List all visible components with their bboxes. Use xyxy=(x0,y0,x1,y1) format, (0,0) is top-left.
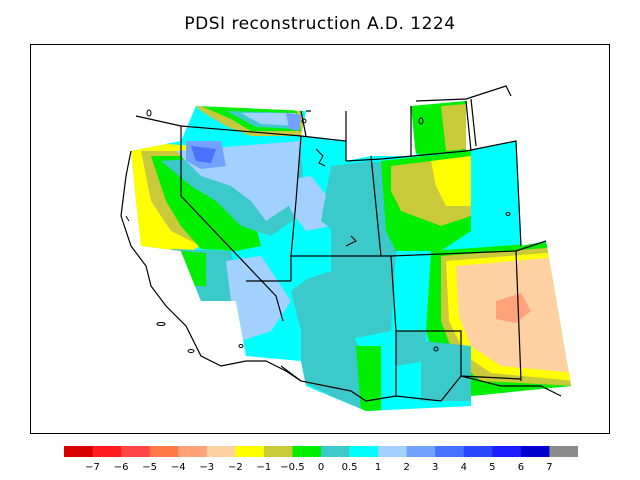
legend-swatch xyxy=(206,446,236,457)
legend-swatch xyxy=(178,446,208,457)
legend-tick-label: 3 xyxy=(432,462,438,473)
legend-swatch xyxy=(263,446,293,457)
legend-swatch xyxy=(492,446,522,457)
legend-swatch xyxy=(292,446,322,457)
legend-swatch xyxy=(92,446,122,457)
legend-tick-label: −5 xyxy=(142,462,157,473)
color-legend: −7 −6 −5 −4 −3 −2 −1 −0.5 0 0.5 1 2 3 4 5 6 7 xyxy=(64,446,578,478)
boundary-lines xyxy=(120,85,562,402)
legend-swatch xyxy=(549,446,578,457)
legend-swatch xyxy=(64,446,94,457)
legend-swatch xyxy=(378,446,408,457)
legend-swatch xyxy=(406,446,436,457)
map-panel xyxy=(30,44,610,434)
legend-tick-label: −6 xyxy=(114,462,129,473)
pdsi-map xyxy=(120,85,571,411)
legend-swatch xyxy=(435,446,465,457)
legend-swatch xyxy=(321,446,351,457)
legend-swatch xyxy=(463,446,493,457)
legend-tick-label: −7 xyxy=(85,462,100,473)
legend-swatch xyxy=(235,446,265,457)
lakes-islands xyxy=(125,109,511,353)
legend-tick-label: −0.5 xyxy=(280,462,304,473)
legend-tick-label: 5 xyxy=(489,462,495,473)
legend-svg: −7 −6 −5 −4 −3 −2 −1 −0.5 0 0.5 1 2 3 4 5 6 7 xyxy=(64,446,578,473)
legend-tick-label: 4 xyxy=(461,462,467,473)
legend-tick-label: 6 xyxy=(518,462,524,473)
legend-tick-label: −3 xyxy=(199,462,214,473)
legend-tick-label: −2 xyxy=(228,462,243,473)
legend-swatch xyxy=(121,446,151,457)
legend-tick-label: 0 xyxy=(318,462,324,473)
legend-swatch xyxy=(349,446,379,457)
legend-tick-label: 7 xyxy=(546,462,552,473)
legend-tick-label: −4 xyxy=(171,462,186,473)
legend-swatch xyxy=(149,446,179,457)
legend-tick-label: −1 xyxy=(257,462,272,473)
legend-tick-label: 2 xyxy=(403,462,409,473)
legend-swatch xyxy=(520,446,550,457)
legend-tick-label: 0.5 xyxy=(342,462,358,473)
map-title: PDSI reconstruction A.D. 1224 xyxy=(184,14,456,34)
legend-tick-label: 1 xyxy=(375,462,381,473)
